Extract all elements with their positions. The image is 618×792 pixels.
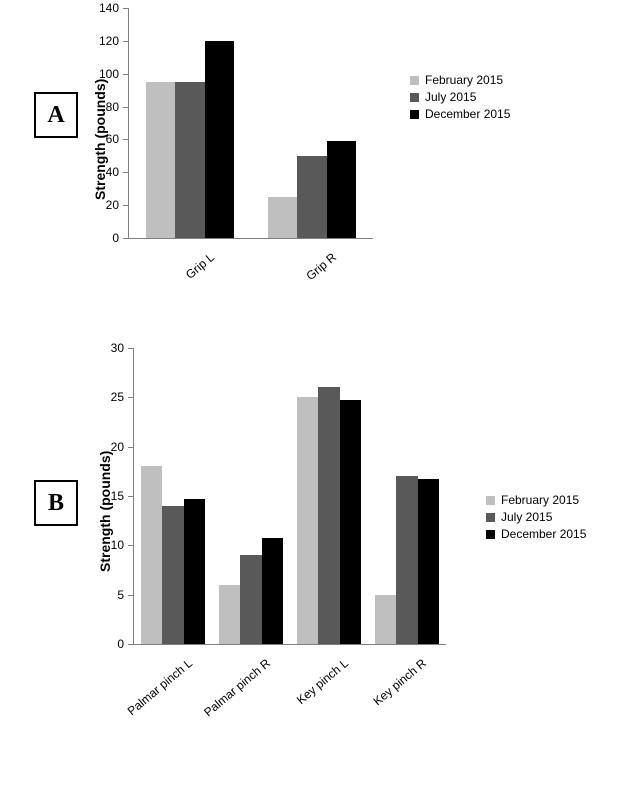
bar-b — [375, 595, 396, 644]
bar-b — [240, 555, 261, 644]
y-tick-b — [128, 496, 134, 497]
chart-b-stage: 051015202530Palmar pinch LPalmar pinch R… — [0, 340, 618, 780]
bar-b — [318, 387, 339, 644]
bar-b — [262, 538, 283, 644]
y-tick-b — [128, 397, 134, 398]
legend-label-a: December 2015 — [425, 107, 510, 121]
bar-a — [268, 197, 297, 238]
legend-label-a: February 2015 — [425, 73, 503, 87]
bar-a — [175, 82, 204, 238]
legend-item-b: July 2015 — [486, 510, 586, 524]
chart-a-stage: 020406080100120140Grip LGrip R Strength (… — [0, 0, 618, 320]
page: A 020406080100120140Grip LGrip RStrength… — [0, 0, 618, 792]
legend-label-b: July 2015 — [501, 510, 552, 524]
legend-label-b: December 2015 — [501, 527, 586, 541]
legend-item-a: July 2015 — [410, 90, 510, 104]
legend-swatch-b — [486, 513, 495, 522]
chart-b: 051015202530Palmar pinch LPalmar pinch R… — [0, 340, 618, 780]
x-category-label-a: Grip R — [303, 250, 339, 283]
x-category-label-b: Key pinch L — [294, 656, 351, 707]
y-tick-label-a: 120 — [99, 34, 119, 48]
bar-b — [219, 585, 240, 644]
bar-b — [418, 479, 439, 644]
legend-swatch-a — [410, 93, 419, 102]
chart-a: 020406080100120140Grip LGrip R Strength (… — [0, 0, 618, 320]
x-category-label-b: Palmar pinch R — [201, 656, 273, 719]
y-tick-b — [128, 595, 134, 596]
legend-item-a: December 2015 — [410, 107, 510, 121]
y-tick-b — [128, 348, 134, 349]
y-tick-b — [128, 644, 134, 645]
bar-b — [184, 499, 205, 644]
bar-b — [162, 506, 183, 644]
bar-b — [297, 397, 318, 644]
y-tick-a — [123, 172, 129, 173]
legend-swatch-b — [486, 530, 495, 539]
y-tick-b — [128, 447, 134, 448]
bar-b — [396, 476, 417, 644]
legend-label-b: February 2015 — [501, 493, 579, 507]
plot-area-a: 020406080100120140Grip LGrip R — [128, 8, 373, 239]
legend-swatch-a — [410, 76, 419, 85]
y-axis-title-b: Strength (pounds) — [97, 451, 113, 572]
x-category-label-b: Key pinch R — [370, 656, 429, 708]
y-tick-label-b: 25 — [111, 390, 124, 404]
bar-b — [141, 466, 162, 644]
y-tick-label-a: 0 — [112, 231, 119, 245]
legend-label-a: July 2015 — [425, 90, 476, 104]
y-tick-label-a: 20 — [106, 198, 119, 212]
x-category-label-b: Palmar pinch L — [124, 656, 194, 718]
y-tick-a — [123, 41, 129, 42]
y-tick-label-b: 30 — [111, 341, 124, 355]
x-category-label-a: Grip L — [183, 250, 217, 282]
y-tick-a — [123, 139, 129, 140]
y-tick-label-a: 140 — [99, 1, 119, 15]
legend-item-b: December 2015 — [486, 527, 586, 541]
y-tick-a — [123, 238, 129, 239]
y-tick-label-b: 0 — [117, 637, 124, 651]
bar-a — [146, 82, 175, 238]
y-tick-a — [123, 74, 129, 75]
y-tick-a — [123, 8, 129, 9]
legend-a: February 2015 July 2015 December 2015 — [410, 70, 510, 124]
bar-a — [327, 141, 356, 238]
y-tick-label-b: 5 — [117, 588, 124, 602]
y-tick-a — [123, 205, 129, 206]
legend-swatch-b — [486, 496, 495, 505]
y-tick-b — [128, 545, 134, 546]
bar-b — [340, 400, 361, 644]
legend-item-a: February 2015 — [410, 73, 510, 87]
legend-swatch-a — [410, 110, 419, 119]
plot-area-b: 051015202530Palmar pinch LPalmar pinch R… — [133, 348, 446, 645]
legend-item-b: February 2015 — [486, 493, 586, 507]
bar-a — [205, 41, 234, 238]
y-axis-title-a: Strength (pounds) — [92, 79, 108, 200]
y-tick-a — [123, 107, 129, 108]
legend-b: February 2015 July 2015 December 2015 — [486, 490, 586, 544]
bar-a — [297, 156, 326, 238]
